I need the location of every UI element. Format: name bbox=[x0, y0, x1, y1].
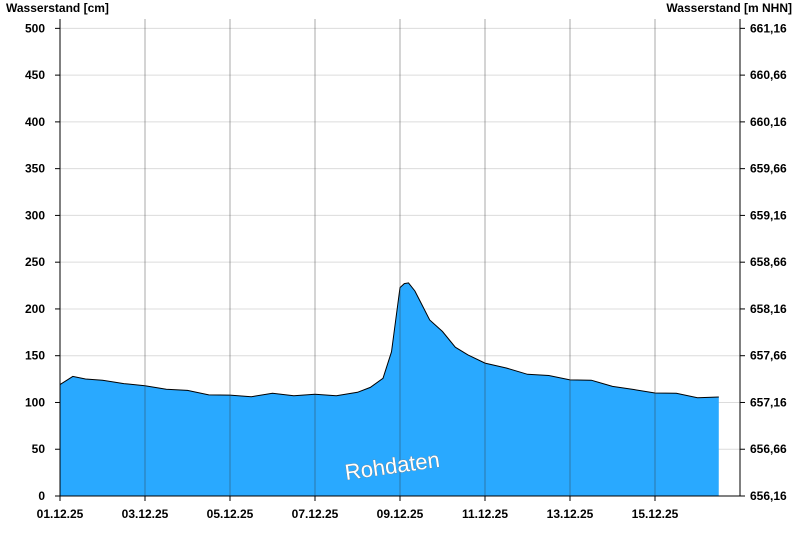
x-tick-label: 07.12.25 bbox=[292, 507, 339, 521]
y-tick-label-left: 150 bbox=[25, 349, 45, 363]
x-tick-label: 11.12.25 bbox=[462, 507, 508, 521]
y-tick-label-left: 100 bbox=[25, 395, 45, 409]
x-tick-label: 13.12.25 bbox=[547, 507, 594, 521]
area-fill bbox=[60, 282, 719, 496]
y-tick-label-left: 0 bbox=[38, 489, 45, 503]
y-tick-label-left: 200 bbox=[25, 302, 45, 316]
x-ticks: 01.12.25 03.12.25 05.12.25 07.12.25 09.12.25… bbox=[37, 507, 679, 521]
y-tick-label-right: 657,66 bbox=[750, 349, 787, 363]
y-tick-label-left: 300 bbox=[25, 208, 45, 222]
y-tick-label-left: 450 bbox=[25, 68, 45, 82]
y-tick-label-right: 657,16 bbox=[750, 395, 787, 409]
y-axis-title-left: Wasserstand [cm] bbox=[6, 1, 109, 15]
x-tick-label: 09.12.25 bbox=[377, 507, 424, 521]
x-tick-label: 05.12.25 bbox=[207, 507, 254, 521]
y-tick-label-right: 656,16 bbox=[750, 489, 787, 503]
y-tick-label-right: 658,16 bbox=[750, 302, 787, 316]
y-tick-label-left: 350 bbox=[25, 162, 45, 176]
y-tick-label-left: 250 bbox=[25, 255, 45, 269]
series-line bbox=[59, 282, 719, 399]
y-ticks-right: 656,16 656,66 657,16 657,66 658,16 658,66 659,… bbox=[750, 21, 787, 503]
y-tick-label-right: 656,66 bbox=[750, 442, 787, 456]
y-tick-label-right: 659,66 bbox=[750, 162, 787, 176]
y-tick-label-right: 658,66 bbox=[750, 255, 787, 269]
y-tick-label-right: 660,16 bbox=[750, 115, 787, 129]
y-ticks-left: 0 50 100 150 200 250 300 350 400 450 500 bbox=[25, 21, 45, 503]
series-area bbox=[59, 19, 719, 496]
x-tick-label: 15.12.25 bbox=[632, 507, 679, 521]
y-tick-label-right: 659,16 bbox=[750, 208, 787, 222]
y-axis-title-right: Wasserstand [m NHN] bbox=[666, 1, 792, 15]
y-tick-label-left: 500 bbox=[25, 21, 45, 35]
y-tick-label-right: 661,16 bbox=[750, 21, 787, 35]
y-tick-label-left: 50 bbox=[32, 442, 46, 456]
y-tick-label-right: 660,66 bbox=[750, 68, 787, 82]
x-tick-label: 01.12.25 bbox=[37, 507, 84, 521]
y-tick-label-left: 400 bbox=[25, 115, 45, 129]
axes bbox=[55, 19, 745, 501]
x-tick-label: 03.12.25 bbox=[122, 507, 169, 521]
